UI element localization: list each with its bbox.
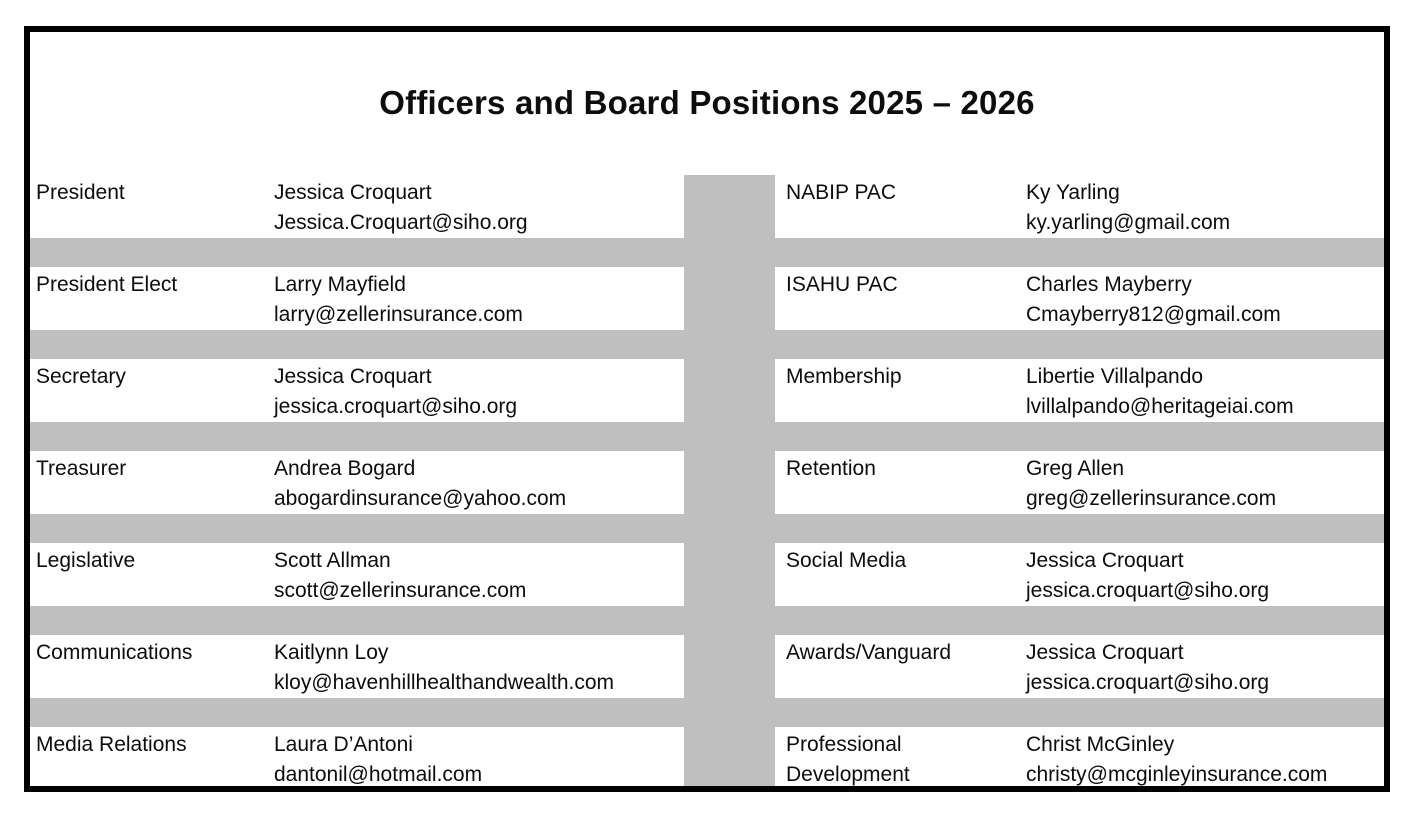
- member-email: kloy@havenhillhealthandwealth.com: [274, 671, 615, 694]
- position-label: Awards/Vanguard: [786, 641, 951, 664]
- board-row-membership: Membership Libertie Villalpando lvillalp…: [775, 359, 1384, 422]
- member-email: jessica.croquart@siho.org: [1026, 579, 1270, 602]
- board-row-professional-development: Professional Development Christ McGinley…: [775, 727, 1384, 786]
- member-name: Andrea Bogard: [274, 457, 416, 480]
- member-email: Cmayberry812@gmail.com: [1026, 303, 1281, 326]
- position-label: Retention: [786, 457, 876, 480]
- board-row-awards-vanguard: Awards/Vanguard Jessica Croquart jessica…: [775, 635, 1384, 698]
- position-label: Professional Development: [786, 733, 910, 786]
- board-row-retention: Retention Greg Allen greg@zellerinsuranc…: [775, 451, 1384, 514]
- board-row-isahu-pac: ISAHU PAC Charles Mayberry Cmayberry812@…: [775, 267, 1384, 330]
- board-row-media-relations: Media Relations Laura D’Antoni dantonil@…: [30, 727, 684, 786]
- position-label: ISAHU PAC: [786, 273, 898, 296]
- board-row-president-elect: President Elect Larry Mayfield larry@zel…: [30, 267, 684, 330]
- position-label: President: [36, 181, 125, 204]
- member-info: Christ McGinley christy@mcginleyinsuranc…: [1026, 730, 1384, 790]
- member-name: Christ McGinley: [1026, 733, 1175, 756]
- member-info: Jessica Croquart Jessica.Croquart@siho.o…: [274, 178, 684, 238]
- member-info: Jessica Croquart jessica.croquart@siho.o…: [1026, 546, 1384, 606]
- board-row-president: President Jessica Croquart Jessica.Croqu…: [30, 175, 684, 238]
- member-name: Jessica Croquart: [274, 365, 432, 388]
- member-info: Kaitlynn Loy kloy@havenhillhealthandweal…: [274, 638, 684, 698]
- member-email: Jessica.Croquart@siho.org: [274, 211, 528, 234]
- member-email: christy@mcginleyinsurance.com: [1026, 763, 1328, 786]
- page-title: Officers and Board Positions 2025 – 2026: [379, 84, 1035, 121]
- member-email: jessica.croquart@siho.org: [274, 395, 518, 418]
- position-label: Treasurer: [36, 457, 127, 480]
- member-name: Jessica Croquart: [274, 181, 432, 204]
- member-info: Larry Mayfield larry@zellerinsurance.com: [274, 270, 684, 330]
- member-name: Scott Allman: [274, 549, 391, 572]
- member-info: Jessica Croquart jessica.croquart@siho.o…: [1026, 638, 1384, 698]
- member-email: lvillalpando@heritageiai.com: [1026, 395, 1294, 418]
- position-label: Membership: [786, 365, 902, 388]
- member-info: Charles Mayberry Cmayberry812@gmail.com: [1026, 270, 1384, 330]
- member-name: Libertie Villalpando: [1026, 365, 1204, 388]
- member-name: Jessica Croquart: [1026, 549, 1184, 572]
- member-email: scott@zellerinsurance.com: [274, 579, 527, 602]
- member-info: Andrea Bogard abogardinsurance@yahoo.com: [274, 454, 684, 514]
- member-name: Larry Mayfield: [274, 273, 406, 296]
- member-email: larry@zellerinsurance.com: [274, 303, 523, 326]
- member-info: Libertie Villalpando lvillalpando@herita…: [1026, 362, 1384, 422]
- member-name: Kaitlynn Loy: [274, 641, 389, 664]
- position-label: Secretary: [36, 365, 126, 388]
- member-name: Ky Yarling: [1026, 181, 1120, 204]
- member-email: greg@zellerinsurance.com: [1026, 487, 1277, 510]
- board-row-communications: Communications Kaitlynn Loy kloy@havenhi…: [30, 635, 684, 698]
- member-name: Laura D’Antoni: [274, 733, 413, 756]
- position-label: Social Media: [786, 549, 907, 572]
- member-info: Laura D’Antoni dantonil@hotmail.com: [274, 730, 684, 790]
- member-info: Jessica Croquart jessica.croquart@siho.o…: [274, 362, 684, 422]
- member-name: Greg Allen: [1026, 457, 1125, 480]
- member-name: Jessica Croquart: [1026, 641, 1184, 664]
- member-name: Charles Mayberry: [1026, 273, 1192, 296]
- member-info: Scott Allman scott@zellerinsurance.com: [274, 546, 684, 606]
- position-label: Media Relations: [36, 733, 187, 756]
- position-label: NABIP PAC: [786, 181, 897, 204]
- member-email: dantonil@hotmail.com: [274, 763, 483, 786]
- member-email: abogardinsurance@yahoo.com: [274, 487, 567, 510]
- board-row-nabip-pac: NABIP PAC Ky Yarling ky.yarling@gmail.co…: [775, 175, 1384, 238]
- board-row-treasurer: Treasurer Andrea Bogard abogardinsurance…: [30, 451, 684, 514]
- position-label: Legislative: [36, 549, 136, 572]
- position-label: Communications: [36, 641, 193, 664]
- member-info: Ky Yarling ky.yarling@gmail.com: [1026, 178, 1384, 238]
- board-row-social-media: Social Media Jessica Croquart jessica.cr…: [775, 543, 1384, 606]
- member-info: Greg Allen greg@zellerinsurance.com: [1026, 454, 1384, 514]
- member-email: jessica.croquart@siho.org: [1026, 671, 1270, 694]
- position-label: President Elect: [36, 273, 178, 296]
- board-row-secretary: Secretary Jessica Croquart jessica.croqu…: [30, 359, 684, 422]
- member-email: ky.yarling@gmail.com: [1026, 211, 1231, 234]
- board-row-legislative: Legislative Scott Allman scott@zellerins…: [30, 543, 684, 606]
